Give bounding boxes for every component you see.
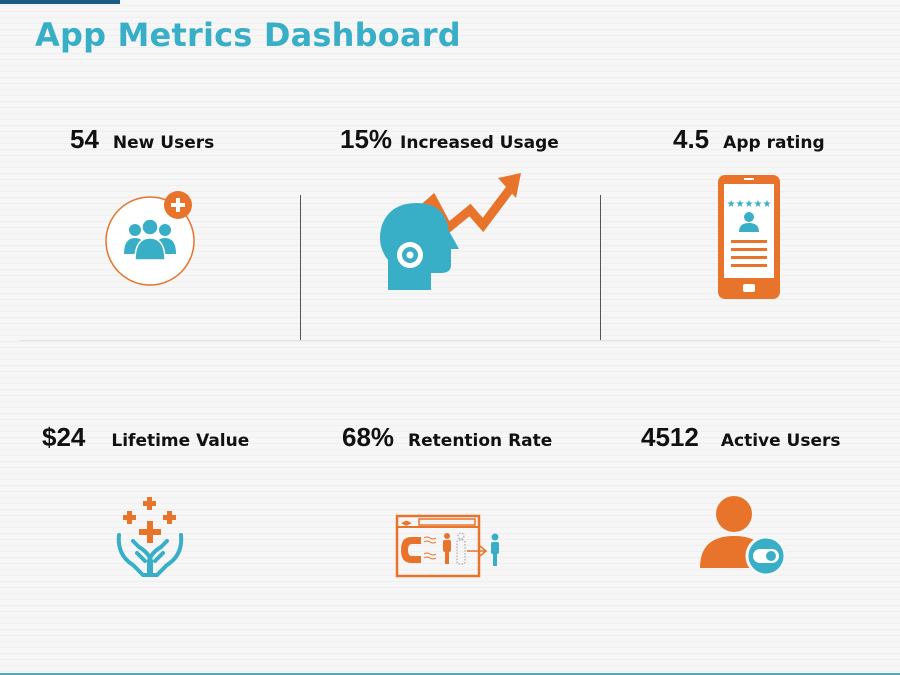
divider — [20, 340, 880, 341]
metric-label: New Users — [112, 133, 215, 153]
phone-rating-icon: ★★★★★ — [718, 175, 780, 299]
metric-label: App rating — [723, 133, 825, 153]
bottom-accent-bar — [0, 673, 900, 675]
metric-value: 15% — [340, 124, 393, 154]
head-gear-growth-icon — [380, 173, 521, 290]
metric-active-users: 4512 Active Users — [641, 422, 841, 453]
metric-lifetime-value: $24 Lifetime Value — [42, 422, 249, 453]
metric-value: 54 — [70, 124, 99, 154]
metric-label: Retention Rate — [408, 431, 553, 451]
metric-retention-rate: 68% Retention Rate — [342, 422, 552, 453]
metric-label: Lifetime Value — [111, 431, 250, 451]
metric-new-users: 54 New Users — [70, 124, 214, 155]
active-user-icon — [700, 496, 786, 577]
svg-text:★★★★★: ★★★★★ — [727, 199, 772, 210]
metric-label: Active Users — [720, 431, 841, 451]
top-accent-bar — [0, 0, 120, 4]
svg-text:◀▶: ◀▶ — [401, 519, 412, 527]
divider — [600, 195, 601, 340]
divider — [300, 195, 301, 340]
metric-value: 4512 — [641, 422, 699, 452]
metric-value: 4.5 — [673, 124, 710, 154]
metric-value: 68% — [342, 422, 395, 452]
metric-increased-usage: 15% Increased Usage — [340, 124, 559, 155]
metric-value: $24 — [42, 422, 86, 452]
users-add-icon — [105, 191, 195, 286]
hands-plus-icon — [116, 497, 184, 577]
page-title: App Metrics Dashboard — [35, 16, 461, 54]
metric-app-rating: 4.5 App rating — [673, 124, 825, 155]
magnet-retention-icon: ◀▶ — [395, 514, 499, 578]
metric-label: Increased Usage — [400, 133, 559, 153]
